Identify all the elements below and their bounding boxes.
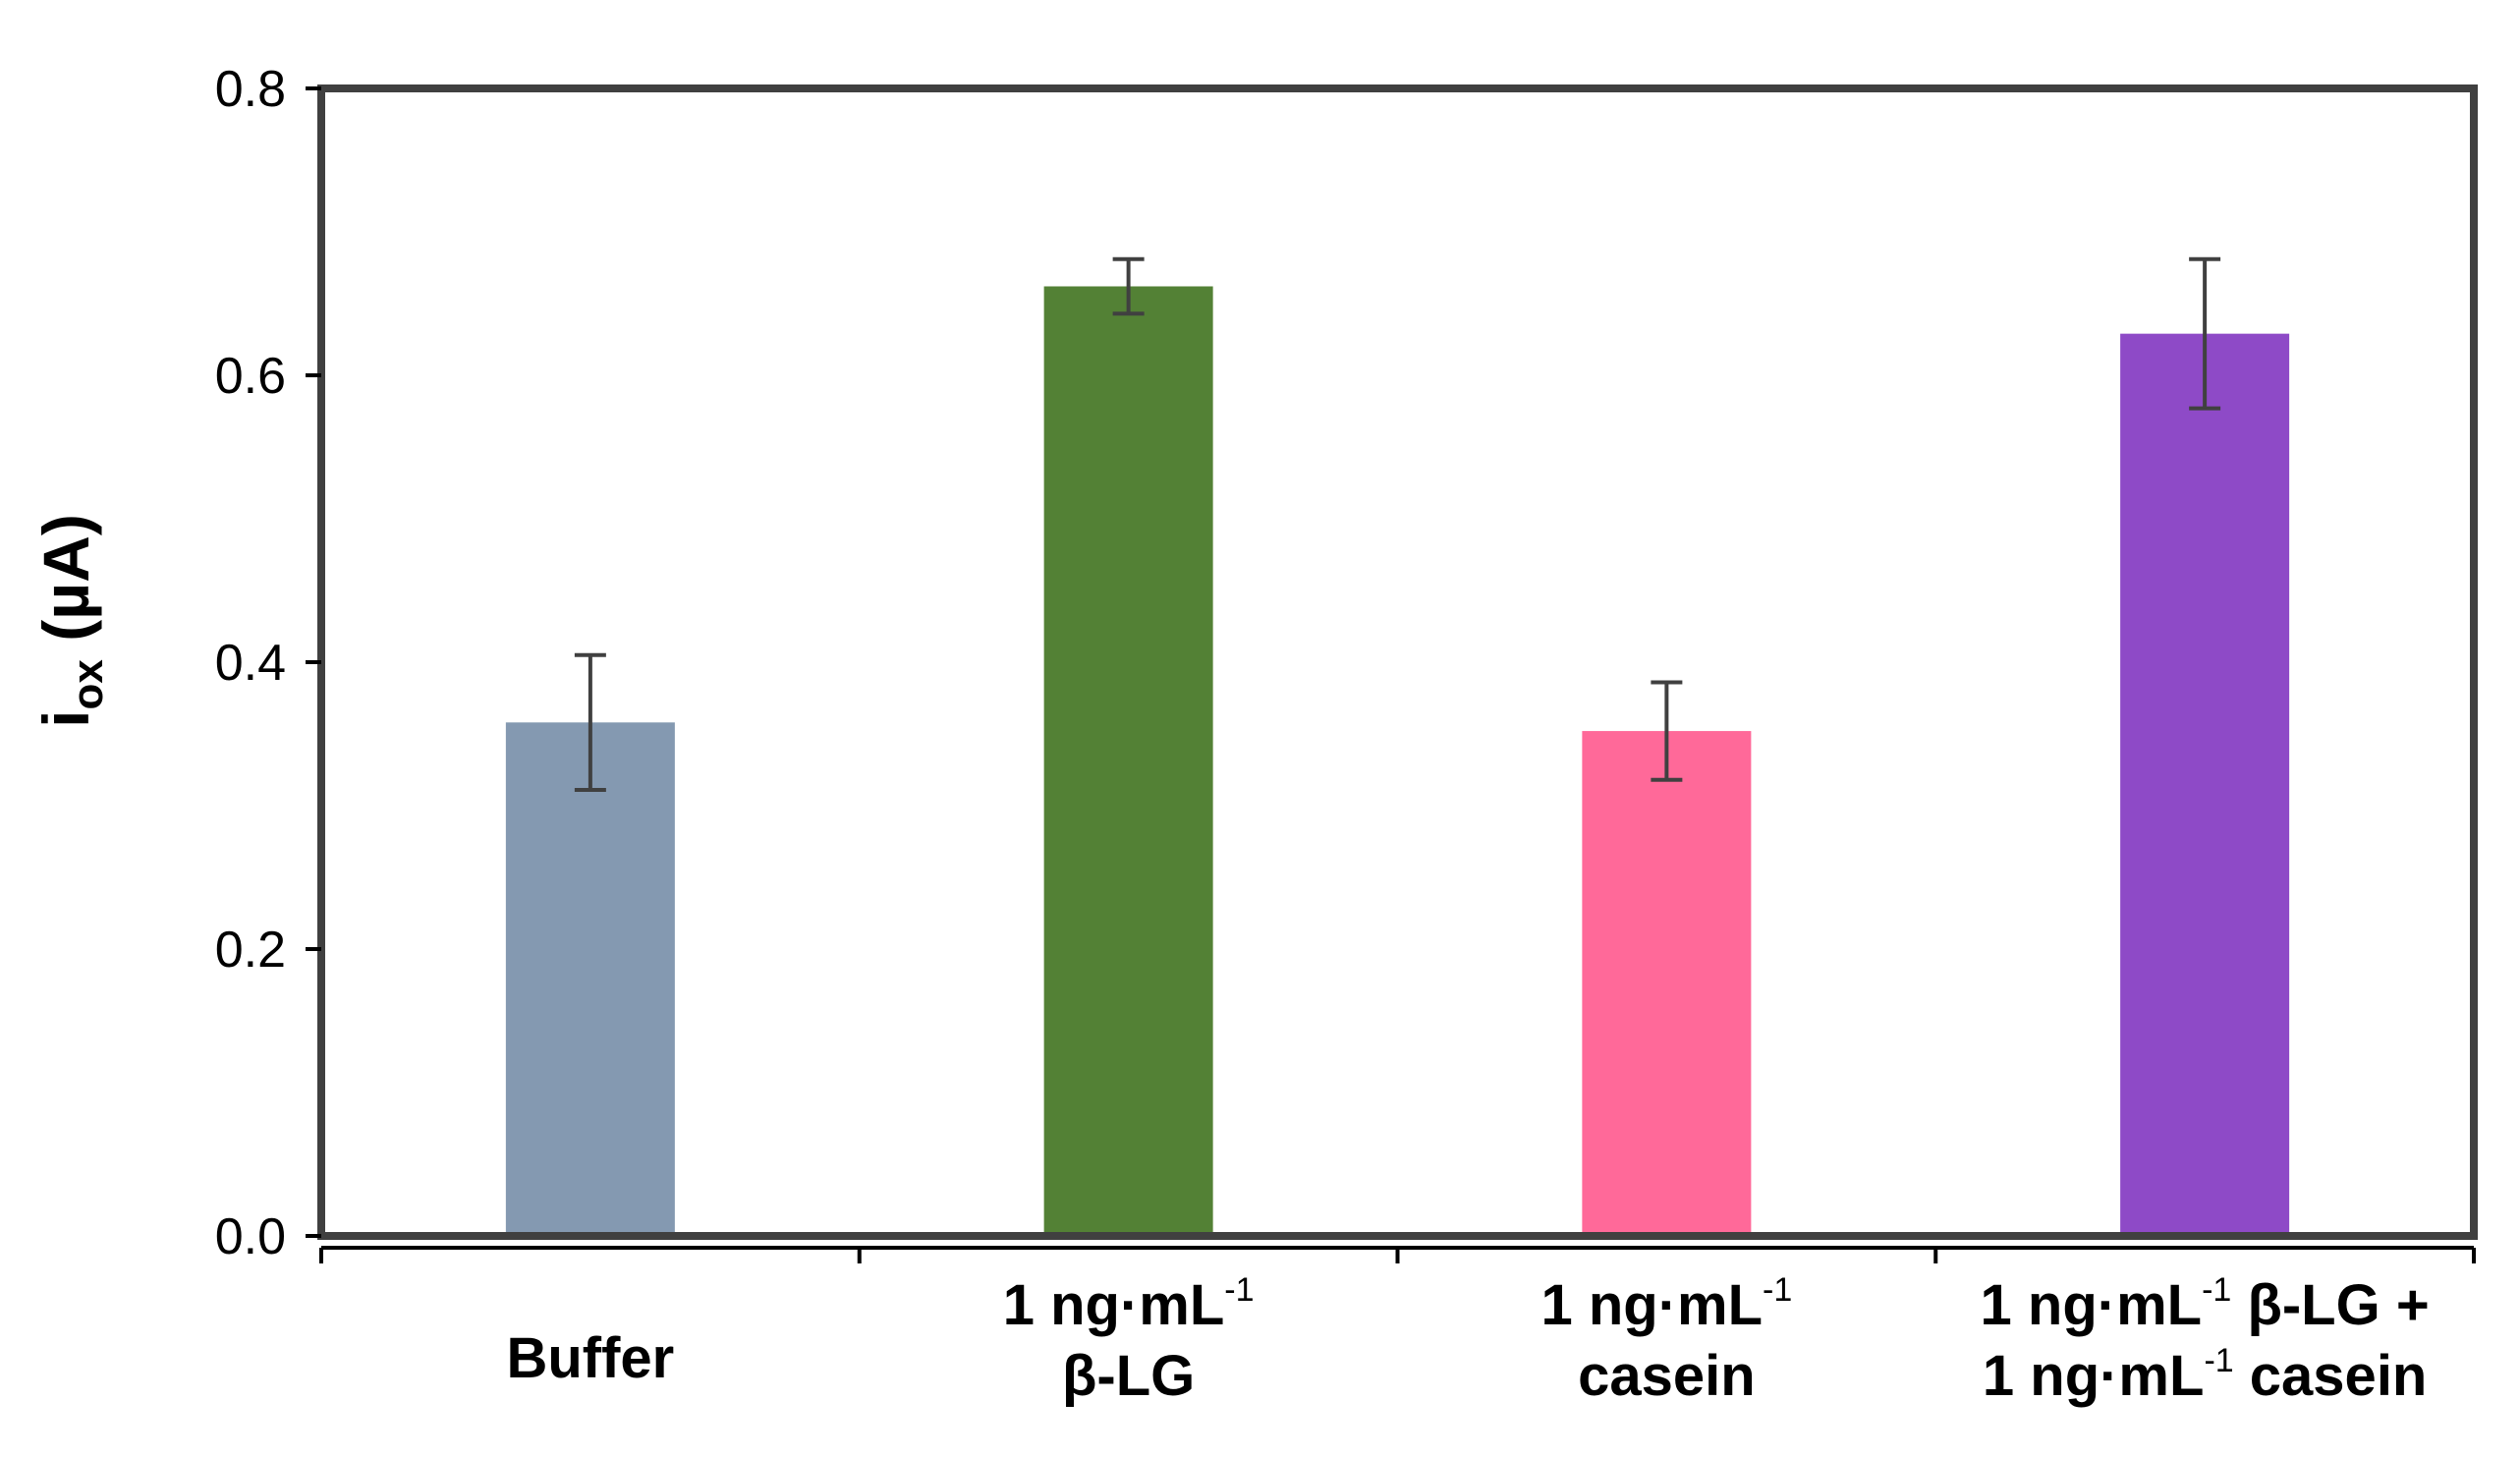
x-tick-label-part: 1 ng·mL — [1540, 1273, 1763, 1337]
bar — [1043, 286, 1213, 1233]
y-tick-label: 0.6 — [215, 348, 286, 405]
y-tick-label: 0.8 — [215, 61, 286, 118]
y-axis: 0.0 0.2 0.4 0.6 0.8 — [215, 61, 321, 1265]
y-axis-title-unit: (µA) — [29, 514, 102, 659]
x-tick-label-part: casein — [1578, 1344, 1756, 1408]
y-axis-title-main: i — [29, 710, 102, 728]
bar-series — [505, 286, 2290, 1233]
y-tick-label: 0.4 — [215, 635, 286, 692]
x-tick-label-part: Buffer — [506, 1326, 674, 1390]
x-tick-label: Buffer — [506, 1326, 674, 1390]
bar — [505, 722, 675, 1232]
x-tick-label: 1 ng·mL-1 β-LG +1 ng·mL-1 casein — [1981, 1271, 2430, 1408]
y-axis-title: iox (µA) — [29, 514, 112, 728]
y-tick-label: 0.2 — [215, 922, 286, 979]
bar — [1582, 731, 1752, 1232]
x-tick-label: 1 ng·mL-1 β-LG — [1003, 1271, 1255, 1408]
x-tick-label-part: -1 — [2204, 1342, 2233, 1379]
x-tick-label-part: -1 — [1763, 1271, 1792, 1309]
y-tick-label: 0.0 — [215, 1208, 286, 1265]
bar — [2120, 333, 2290, 1232]
x-tick-label-part: -1 — [1224, 1271, 1254, 1309]
x-tick-label: 1 ng·mL-1 casein — [1540, 1271, 1792, 1408]
x-tick-label-part: casein — [2234, 1344, 2428, 1408]
x-tick-label-part: 1 ng·mL — [1983, 1344, 2205, 1408]
x-tick-label-part: -1 — [2202, 1271, 2231, 1309]
x-tick-label-part: 1 ng·mL — [1981, 1273, 2203, 1337]
x-tick-label-part: β-LG — [1062, 1344, 1195, 1408]
y-axis-title-subscript: ox — [64, 659, 112, 710]
x-tick-label-part: β-LG + — [2231, 1273, 2429, 1337]
x-tick-label-part: 1 ng·mL — [1003, 1273, 1225, 1337]
error-bars — [574, 256, 2221, 792]
